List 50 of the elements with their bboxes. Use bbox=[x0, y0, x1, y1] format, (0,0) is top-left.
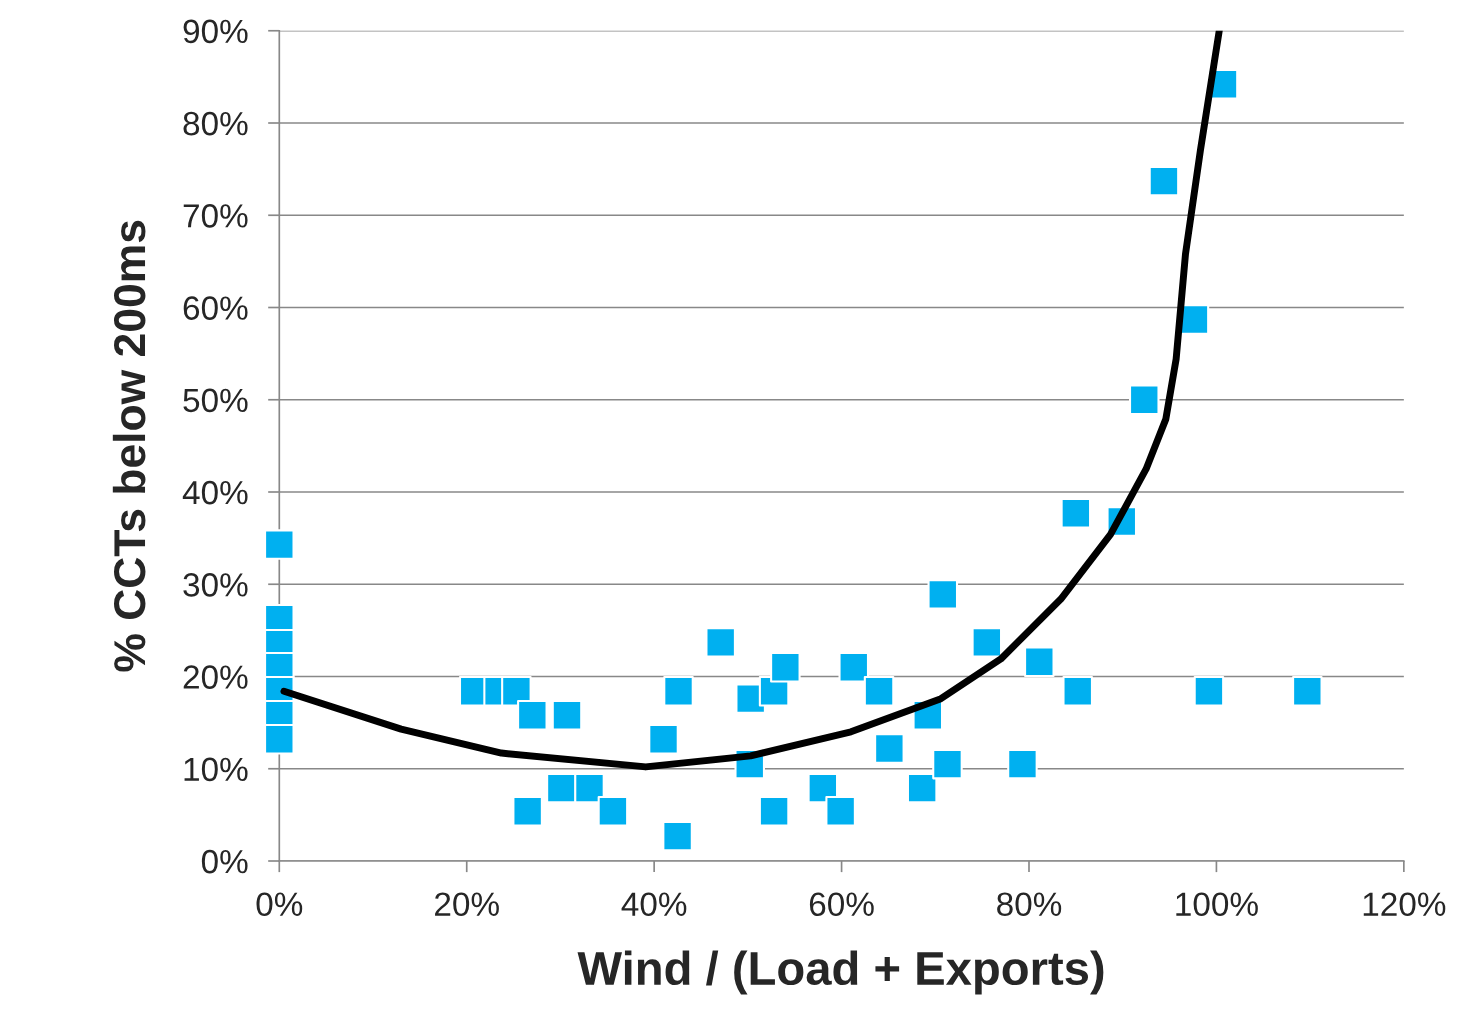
point bbox=[1292, 675, 1323, 707]
x-axis-title: Wind / (Load + Exports) bbox=[577, 950, 1104, 995]
point bbox=[932, 748, 963, 780]
point bbox=[927, 579, 959, 610]
point bbox=[1060, 497, 1092, 529]
point bbox=[874, 733, 905, 764]
point bbox=[1024, 646, 1055, 678]
y-tick-label: 40% bbox=[182, 480, 248, 505]
y-tick-label: 90% bbox=[183, 19, 248, 44]
y-axis-title: % CCTs below 200ms bbox=[112, 220, 146, 672]
y-tick-label: 10% bbox=[184, 757, 248, 782]
x-tick-label: 0% bbox=[256, 892, 303, 917]
y-tick-label: 50% bbox=[183, 388, 248, 413]
point bbox=[663, 675, 694, 707]
y-tick-label: 70% bbox=[183, 204, 248, 228]
point bbox=[501, 675, 532, 707]
point bbox=[264, 529, 295, 560]
y-tick-label: 0% bbox=[201, 849, 248, 874]
point bbox=[758, 795, 790, 827]
point bbox=[863, 675, 895, 707]
y-tick-label: 80% bbox=[183, 111, 248, 136]
point bbox=[705, 627, 736, 658]
x-tick-label: 80% bbox=[997, 892, 1062, 917]
x-tick-label: 40% bbox=[621, 892, 687, 917]
y-tick-label: 30% bbox=[183, 573, 248, 597]
point bbox=[648, 723, 679, 755]
point bbox=[906, 772, 938, 804]
point bbox=[1007, 748, 1038, 780]
x-tick-label: 120% bbox=[1363, 892, 1446, 917]
point bbox=[264, 723, 295, 755]
point bbox=[1193, 675, 1225, 707]
y-tick-label: 20% bbox=[183, 665, 248, 689]
point bbox=[1148, 165, 1180, 197]
point bbox=[512, 795, 543, 827]
point bbox=[597, 795, 629, 827]
point bbox=[662, 820, 693, 852]
point bbox=[838, 652, 870, 683]
point bbox=[551, 699, 583, 731]
point bbox=[574, 772, 605, 804]
point bbox=[1128, 384, 1160, 416]
y-tick-label: 60% bbox=[183, 296, 248, 320]
point bbox=[517, 699, 548, 731]
x-tick-label: 100% bbox=[1176, 892, 1258, 917]
point bbox=[825, 795, 856, 827]
x-tick-label: 20% bbox=[435, 892, 499, 917]
point bbox=[546, 772, 577, 804]
point bbox=[770, 652, 801, 683]
x-tick-label: 60% bbox=[809, 892, 874, 917]
point bbox=[1062, 675, 1093, 707]
point bbox=[971, 627, 1003, 658]
